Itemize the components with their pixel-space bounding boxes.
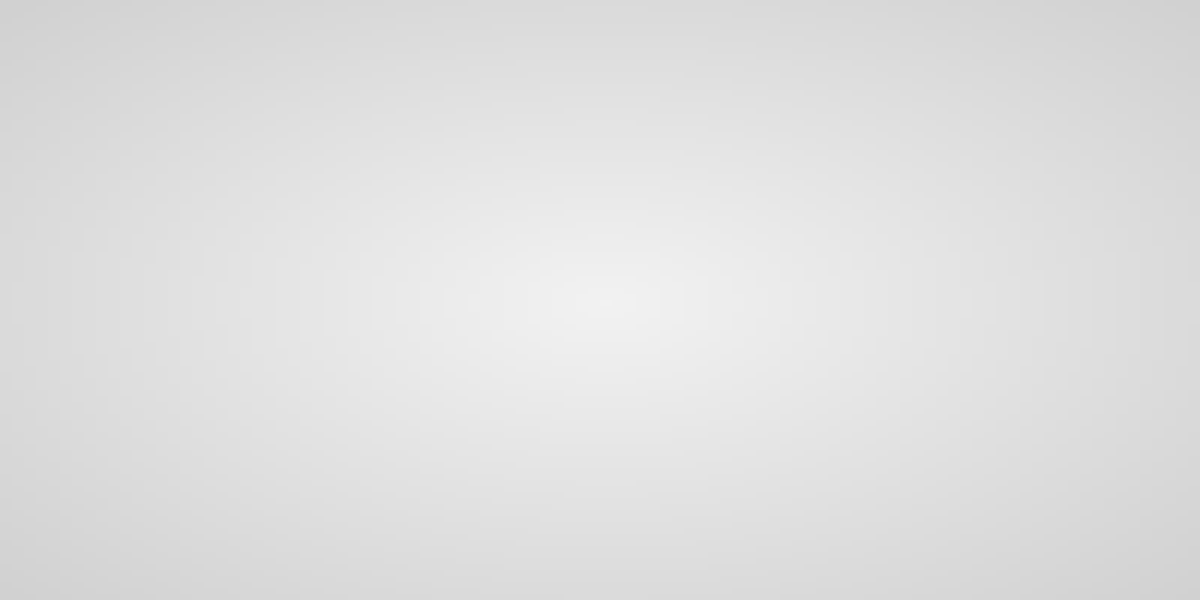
Bar	[197, 123, 263, 529]
Text: 7.2: 7.2	[104, 251, 136, 269]
Bar	[130, 268, 197, 529]
Text: Medicare Supplement Health Insurance Market, By Regional, 2023 & 2032: Medicare Supplement Health Insurance Mar…	[50, 21, 1154, 47]
Legend: 2023, 2032: 2023, 2032	[834, 71, 1024, 91]
Bar	[406, 376, 473, 529]
Bar	[338, 427, 406, 529]
Bar	[1033, 490, 1099, 529]
Bar	[966, 507, 1033, 529]
Y-axis label: Market Size in USD Billion: Market Size in USD Billion	[20, 186, 38, 400]
Bar	[547, 460, 614, 529]
Bar	[614, 420, 682, 529]
Bar	[757, 497, 823, 529]
Bar	[823, 479, 890, 529]
